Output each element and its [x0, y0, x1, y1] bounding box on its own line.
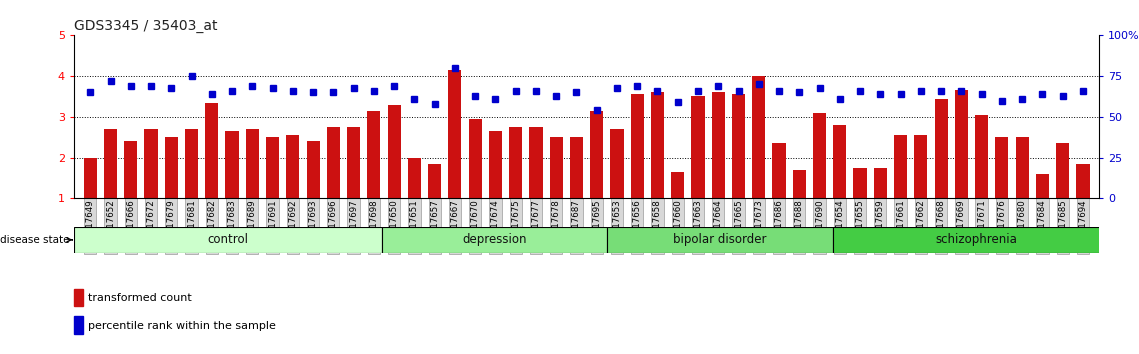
Bar — [449, 70, 461, 198]
Bar — [611, 129, 623, 198]
Bar — [915, 135, 927, 198]
Bar — [752, 76, 765, 198]
Text: schizophrenia: schizophrenia — [935, 233, 1017, 246]
Bar — [428, 164, 441, 198]
Text: depression: depression — [462, 233, 526, 246]
Bar — [995, 137, 1008, 198]
Bar — [468, 119, 482, 198]
Bar — [813, 113, 826, 198]
Bar — [550, 137, 563, 198]
Bar — [1035, 174, 1049, 198]
Bar — [104, 129, 117, 198]
Bar — [83, 158, 97, 198]
Bar — [367, 111, 380, 198]
Bar — [894, 135, 907, 198]
Bar — [772, 143, 786, 198]
Bar — [306, 141, 320, 198]
Bar — [246, 129, 259, 198]
Bar — [530, 127, 542, 198]
Bar — [712, 92, 724, 198]
Bar — [691, 96, 705, 198]
Text: percentile rank within the sample: percentile rank within the sample — [89, 320, 277, 331]
Bar — [408, 158, 421, 198]
Bar — [165, 137, 178, 198]
Bar — [732, 95, 745, 198]
Bar — [145, 129, 157, 198]
Bar — [834, 125, 846, 198]
Bar — [853, 168, 867, 198]
Bar — [74, 289, 83, 307]
Bar — [793, 170, 806, 198]
Bar — [570, 137, 583, 198]
Bar — [286, 135, 300, 198]
Bar — [226, 131, 239, 198]
Bar — [387, 105, 401, 198]
Bar — [489, 131, 502, 198]
Bar — [74, 316, 83, 334]
Bar — [975, 115, 989, 198]
Bar — [509, 127, 523, 198]
Bar — [833, 227, 1120, 253]
Text: bipolar disorder: bipolar disorder — [673, 233, 767, 246]
Bar — [1076, 164, 1090, 198]
Bar — [267, 137, 279, 198]
Bar — [874, 168, 887, 198]
Bar — [327, 127, 339, 198]
Bar — [347, 127, 360, 198]
Text: disease state: disease state — [0, 235, 72, 245]
Bar — [650, 92, 664, 198]
Bar — [607, 227, 833, 253]
Bar — [205, 103, 219, 198]
Text: control: control — [207, 233, 248, 246]
Bar — [124, 141, 138, 198]
Bar — [1056, 143, 1070, 198]
Bar — [934, 98, 948, 198]
Text: transformed count: transformed count — [89, 292, 192, 303]
Bar — [1016, 137, 1029, 198]
Bar — [382, 227, 607, 253]
Text: GDS3345 / 35403_at: GDS3345 / 35403_at — [74, 19, 218, 33]
Bar — [671, 172, 685, 198]
Bar — [954, 90, 968, 198]
Bar — [590, 111, 604, 198]
Bar — [74, 227, 382, 253]
Bar — [631, 95, 644, 198]
Bar — [185, 129, 198, 198]
